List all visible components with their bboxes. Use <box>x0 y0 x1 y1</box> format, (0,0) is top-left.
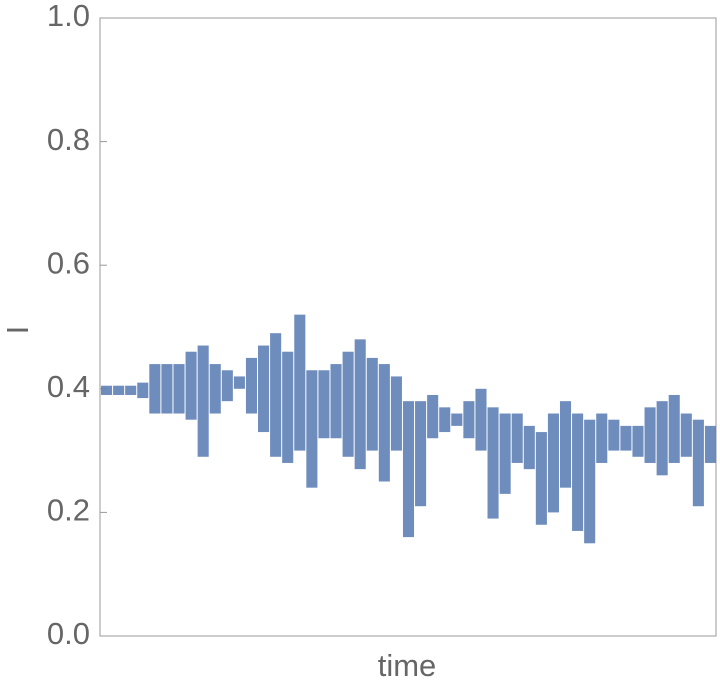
range-band <box>306 370 318 488</box>
range-band <box>390 376 402 451</box>
y-axis-label: I <box>0 326 35 335</box>
y-tick-label: 0.0 <box>47 616 90 651</box>
range-band <box>258 345 270 433</box>
range-band <box>125 385 137 395</box>
y-tick-label: 1.0 <box>47 0 90 33</box>
y-tick-label: 0.6 <box>47 245 90 280</box>
range-band <box>185 351 197 420</box>
range-band <box>149 364 161 414</box>
range-band <box>354 339 366 470</box>
range-band <box>596 413 608 463</box>
range-band <box>245 357 258 414</box>
range-band <box>475 388 487 451</box>
range-band <box>197 345 209 457</box>
range-band <box>439 407 451 433</box>
range-band <box>366 357 378 451</box>
range-band <box>692 419 704 507</box>
range-band <box>415 401 427 507</box>
range-band <box>523 425 535 470</box>
range-band <box>668 394 680 463</box>
range-band <box>318 370 330 439</box>
range-band <box>680 413 692 457</box>
y-tick-label: 0.8 <box>47 122 90 157</box>
range-band <box>620 425 632 451</box>
range-band <box>584 419 596 544</box>
range-band <box>511 413 523 463</box>
range-band <box>137 382 149 399</box>
range-band <box>113 385 125 395</box>
range-band <box>487 407 499 519</box>
range-band <box>451 413 463 426</box>
range-band <box>656 401 668 476</box>
range-band <box>330 364 342 439</box>
range-band <box>427 394 439 439</box>
range-band <box>535 432 547 525</box>
range-band <box>294 314 306 451</box>
range-band <box>173 364 185 414</box>
y-tick-label: 0.4 <box>47 369 90 404</box>
range-band <box>378 364 390 482</box>
range-band <box>402 401 415 538</box>
range-band <box>572 413 584 531</box>
range-band <box>233 376 245 389</box>
range-band <box>342 351 354 457</box>
range-band <box>704 425 716 463</box>
y-tick-label: 0.2 <box>47 493 90 528</box>
range-band <box>608 419 620 451</box>
range-band <box>270 333 282 457</box>
range-band <box>644 407 656 463</box>
range-band <box>282 351 294 463</box>
range-band <box>499 413 511 494</box>
range-band <box>209 364 221 414</box>
range-band <box>547 413 559 513</box>
plot-frame <box>99 17 717 637</box>
range-band <box>161 364 173 414</box>
range-band <box>559 401 572 488</box>
range-band <box>463 401 475 439</box>
range-band <box>632 425 644 457</box>
range-band <box>221 370 233 402</box>
x-axis-label: time <box>378 648 437 683</box>
range-band <box>101 385 113 395</box>
